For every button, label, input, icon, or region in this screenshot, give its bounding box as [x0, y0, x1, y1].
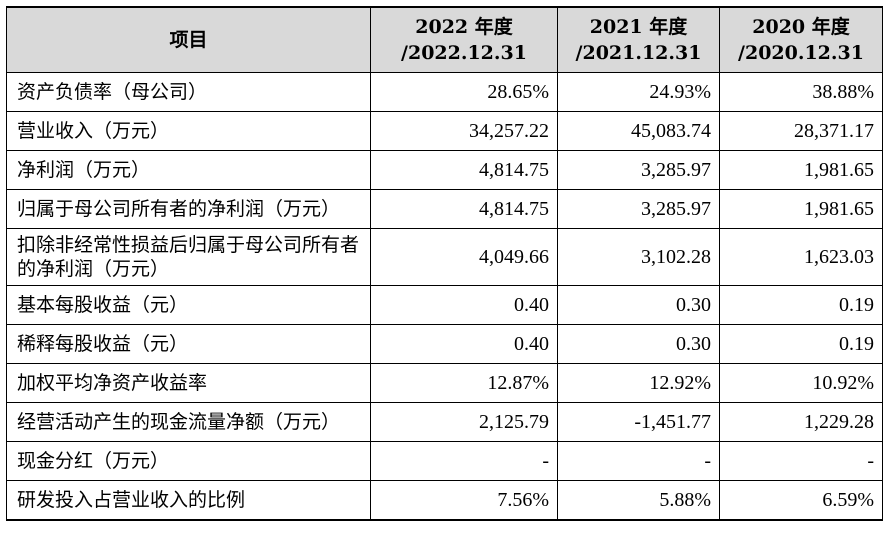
table-row: 加权平均净资产收益率 12.87% 12.92% 10.92%: [6, 363, 883, 403]
header-2021: 2021 年度 /2021.12.31: [557, 6, 720, 73]
cell-2020: -: [719, 441, 883, 481]
row-label: 稀释每股收益（元）: [6, 324, 371, 364]
table-row: 基本每股收益（元） 0.40 0.30 0.19: [6, 285, 883, 325]
cell-2022: 28.65%: [370, 72, 558, 112]
row-label: 现金分红（万元）: [6, 441, 371, 481]
cell-2022: 2,125.79: [370, 402, 558, 442]
cell-2022: 0.40: [370, 285, 558, 325]
row-label: 基本每股收益（元）: [6, 285, 371, 325]
cell-2021: -: [557, 441, 720, 481]
cell-2021: 12.92%: [557, 363, 720, 403]
header-2020-year: 2020 年度: [752, 16, 850, 38]
row-label: 资产负债率（母公司）: [6, 72, 371, 112]
table-row: 经营活动产生的现金流量净额（万元） 2,125.79 -1,451.77 1,2…: [6, 402, 883, 442]
cell-2021: -1,451.77: [557, 402, 720, 442]
row-label: 扣除非经常性损益后归属于母公司所有者的净利润（万元）: [6, 228, 371, 286]
cell-2020: 1,229.28: [719, 402, 883, 442]
cell-2022: 4,049.66: [370, 228, 558, 286]
cell-2020: 6.59%: [719, 480, 883, 521]
cell-2022: 12.87%: [370, 363, 558, 403]
cell-2022: 34,257.22: [370, 111, 558, 151]
cell-2022: 7.56%: [370, 480, 558, 521]
cell-2022: 0.40: [370, 324, 558, 364]
row-label: 加权平均净资产收益率: [6, 363, 371, 403]
cell-2022: -: [370, 441, 558, 481]
cell-2022: 4,814.75: [370, 189, 558, 229]
cell-2022: 4,814.75: [370, 150, 558, 190]
table-row: 稀释每股收益（元） 0.40 0.30 0.19: [6, 324, 883, 364]
row-label: 研发投入占营业收入的比例: [6, 480, 371, 521]
table-row: 净利润（万元） 4,814.75 3,285.97 1,981.65: [6, 150, 883, 190]
header-2020: 2020 年度 /2020.12.31: [719, 6, 883, 73]
table-row: 资产负债率（母公司） 28.65% 24.93% 38.88%: [6, 72, 883, 112]
row-label: 净利润（万元）: [6, 150, 371, 190]
header-item: 项目: [6, 6, 371, 73]
cell-2020: 38.88%: [719, 72, 883, 112]
row-label: 经营活动产生的现金流量净额（万元）: [6, 402, 371, 442]
row-label: 营业收入（万元）: [6, 111, 371, 151]
cell-2021: 0.30: [557, 285, 720, 325]
cell-2020: 28,371.17: [719, 111, 883, 151]
table-row: 现金分红（万元） - - -: [6, 441, 883, 481]
cell-2020: 1,981.65: [719, 150, 883, 190]
cell-2020: 1,981.65: [719, 189, 883, 229]
table-row: 研发投入占营业收入的比例 7.56% 5.88% 6.59%: [6, 480, 883, 521]
header-2021-year: 2021 年度: [589, 16, 688, 38]
table-row: 扣除非经常性损益后归属于母公司所有者的净利润（万元） 4,049.66 3,10…: [6, 228, 883, 286]
cell-2020: 10.92%: [719, 363, 883, 403]
row-label: 归属于母公司所有者的净利润（万元）: [6, 189, 371, 229]
cell-2020: 0.19: [719, 285, 883, 325]
cell-2021: 24.93%: [557, 72, 720, 112]
financial-summary-table: 项目 2022 年度 /2022.12.31 2021 年度 /2021.12.…: [6, 6, 883, 521]
table-header-row: 项目 2022 年度 /2022.12.31 2021 年度 /2021.12.…: [6, 6, 883, 73]
table-row: 营业收入（万元） 34,257.22 45,083.74 28,371.17: [6, 111, 883, 151]
cell-2021: 3,285.97: [557, 150, 720, 190]
cell-2021: 3,102.28: [557, 228, 720, 286]
cell-2021: 0.30: [557, 324, 720, 364]
header-2022-date: /2022.12.31: [401, 42, 527, 64]
table-row: 归属于母公司所有者的净利润（万元） 4,814.75 3,285.97 1,98…: [6, 189, 883, 229]
cell-2021: 45,083.74: [557, 111, 720, 151]
header-2022: 2022 年度 /2022.12.31: [370, 6, 558, 73]
cell-2020: 0.19: [719, 324, 883, 364]
cell-2020: 1,623.03: [719, 228, 883, 286]
cell-2021: 3,285.97: [557, 189, 720, 229]
header-2021-date: /2021.12.31: [575, 42, 702, 64]
cell-2021: 5.88%: [557, 480, 720, 521]
header-2022-year: 2022 年度: [415, 16, 513, 38]
header-2020-date: /2020.12.31: [738, 42, 864, 64]
